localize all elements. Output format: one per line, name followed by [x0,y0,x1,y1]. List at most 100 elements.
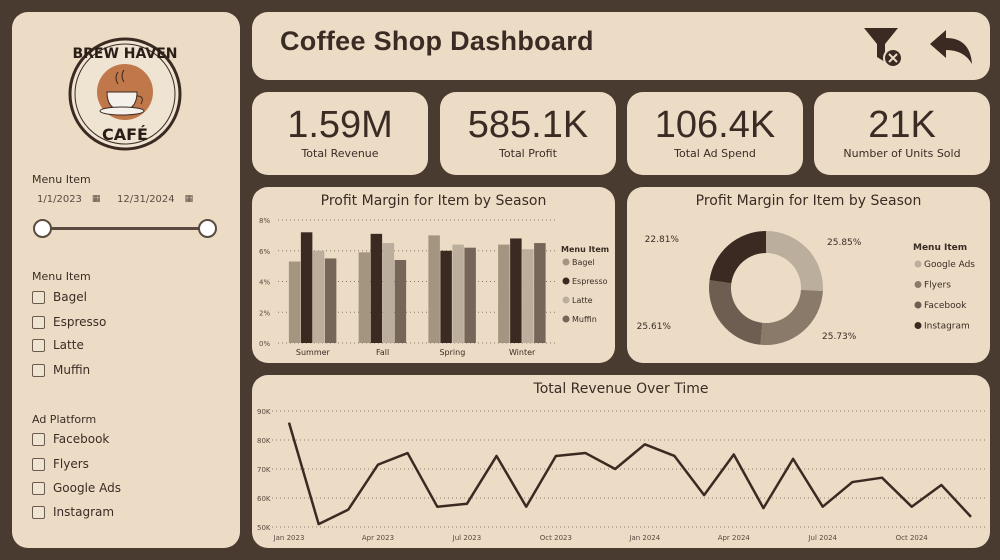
y-tick-label: 60K [257,495,271,503]
y-tick-label: 90K [257,408,271,416]
x-tick-label: Oct 2024 [896,534,929,542]
y-tick-label: 50K [257,524,271,532]
kpi-label: Total Revenue [301,147,379,160]
checkbox-google-ads[interactable]: Google Ads [32,481,121,495]
legend-dot [562,315,570,323]
x-tick-label: Spring [439,348,465,357]
donut-slice-flyers [760,289,823,345]
bar-chart-card: Profit Margin for Item by Season 0% 2% 4% 6… [252,187,615,363]
legend-label: Espresso [572,277,608,286]
y-tick-label: 70K [257,466,271,474]
kpi-value: 21K [868,104,936,146]
bar-chart-title: Profit Margin for Item by Season [320,193,547,209]
line-chart: 50K 60K 70K 80K 90K Jan 2023 Apr 2023 Jul 2023 O… [257,408,987,542]
date-start-field[interactable]: 1/1/2023 ▦ [37,194,100,205]
bar-muffin [534,243,546,343]
checkbox-instagram[interactable]: Instagram [32,505,114,519]
brew-haven-logo: BREW HAVEN CAFÉ [68,37,182,151]
page-title: Coffee Shop Dashboard [280,26,594,56]
kpi-total-revenue: 1.59M Total Revenue [252,92,428,175]
x-tick-label: Jan 2023 [273,534,305,542]
kpi-label: Number of Units Sold [843,147,961,160]
legend-label: Flyers [924,281,951,291]
line-chart-card: Total Revenue Over Time 50K 60K 70K 80K 90K J… [252,375,990,548]
donut-data-label: 25.61% [637,322,672,332]
menu-item-filter-label: Menu Item [32,270,91,283]
checkbox-muffin[interactable]: Muffin [32,363,90,377]
bar-latte [522,249,534,343]
donut-chart: 25.85% 25.73% 25.61% 22.81% Menu Item Google … [637,231,975,345]
legend-dot [914,281,922,288]
legend-dot [562,296,570,304]
legend-title: Menu Item [913,243,967,253]
bar-espresso [300,232,313,343]
kpi-value: 1.59M [287,104,393,146]
kpi-label: Total Ad Spend [674,147,756,160]
bar-muffin [394,259,407,343]
date-slider-end-handle[interactable] [198,219,217,238]
checkbox-label: Muffin [53,363,91,377]
bar-espresso [440,250,452,343]
legend-label: Facebook [924,301,967,311]
date-start-value: 1/1/2023 [37,194,82,205]
legend-dot [914,260,922,268]
x-tick-label: Oct 2023 [540,534,572,542]
bar-chart: 0% 2% 4% 6% 8% Summer Fall Spring Winter Menu Ite… [259,217,609,357]
date-end-field[interactable]: 12/31/2024 ▦ [117,194,193,205]
checkbox-label: Flyers [53,457,89,471]
bar-muffin [324,258,337,343]
legend-label: Instagram [924,322,970,332]
bar-muffin [464,247,476,343]
kpi-total-profit: 585.1K Total Profit [440,92,616,175]
checkbox-bagel[interactable]: Bagel [32,290,87,304]
checkbox-label: Bagel [53,290,87,304]
revenue-line [287,422,972,526]
kpi-units-sold: 21K Number of Units Sold [814,92,990,175]
y-tick-label: 80K [257,437,271,445]
y-tick-label: 0% [259,340,270,348]
bar-espresso [370,233,383,343]
checkbox-label: Latte [53,338,84,352]
checkbox-latte[interactable]: Latte [32,338,84,352]
date-end-value: 12/31/2024 [117,194,175,205]
y-tick-label: 4% [259,279,270,287]
x-tick-label: Fall [376,348,389,357]
date-filter-label: Menu Item [32,173,91,186]
donut-data-label: 25.85% [827,238,862,248]
line-chart-title: Total Revenue Over Time [533,381,709,397]
back-arrow-icon[interactable] [926,26,976,70]
checkbox-espresso[interactable]: Espresso [32,315,106,329]
kpi-value: 106.4K [654,104,776,146]
checkbox-label: Espresso [53,315,107,329]
date-slider-start-handle[interactable] [33,219,52,238]
ad-platform-filter-label: Ad Platform [32,413,97,426]
bar-latte [452,244,464,343]
bar-bagel [428,235,440,343]
x-tick-label: Jul 2023 [452,534,482,542]
checkbox-label: Google Ads [53,481,121,495]
x-tick-label: Jul 2024 [807,534,837,542]
y-tick-label: 6% [259,248,270,256]
legend-dot [562,258,570,266]
kpi-value: 585.1K [467,104,589,146]
bar-bagel [288,261,301,343]
bar-latte [382,243,395,343]
bar-espresso [510,238,522,343]
checkbox-flyers[interactable]: Flyers [32,457,89,471]
checkbox-label: Instagram [53,505,115,519]
checkbox-facebook[interactable]: Facebook [32,432,109,446]
donut-slice-facebook [709,280,763,345]
legend-label: Muffin [572,315,597,324]
legend-label: Latte [572,296,593,305]
date-slider-track[interactable] [42,227,207,230]
bar-latte [312,250,325,343]
clear-filter-icon[interactable] [860,24,904,72]
legend-label: Google Ads [924,260,975,270]
checkbox-label: Facebook [53,432,110,446]
svg-text:CAFÉ: CAFÉ [102,125,148,144]
sidebar: BREW HAVEN CAFÉ Menu Item 1/1/2023 ▦ 12/3… [12,12,240,548]
calendar-icon[interactable]: ▦ [184,194,194,204]
calendar-icon[interactable]: ▦ [91,194,101,204]
donut-chart-title: Profit Margin for Item by Season [695,193,922,209]
kpi-total-ad-spend: 106.4K Total Ad Spend [627,92,803,175]
